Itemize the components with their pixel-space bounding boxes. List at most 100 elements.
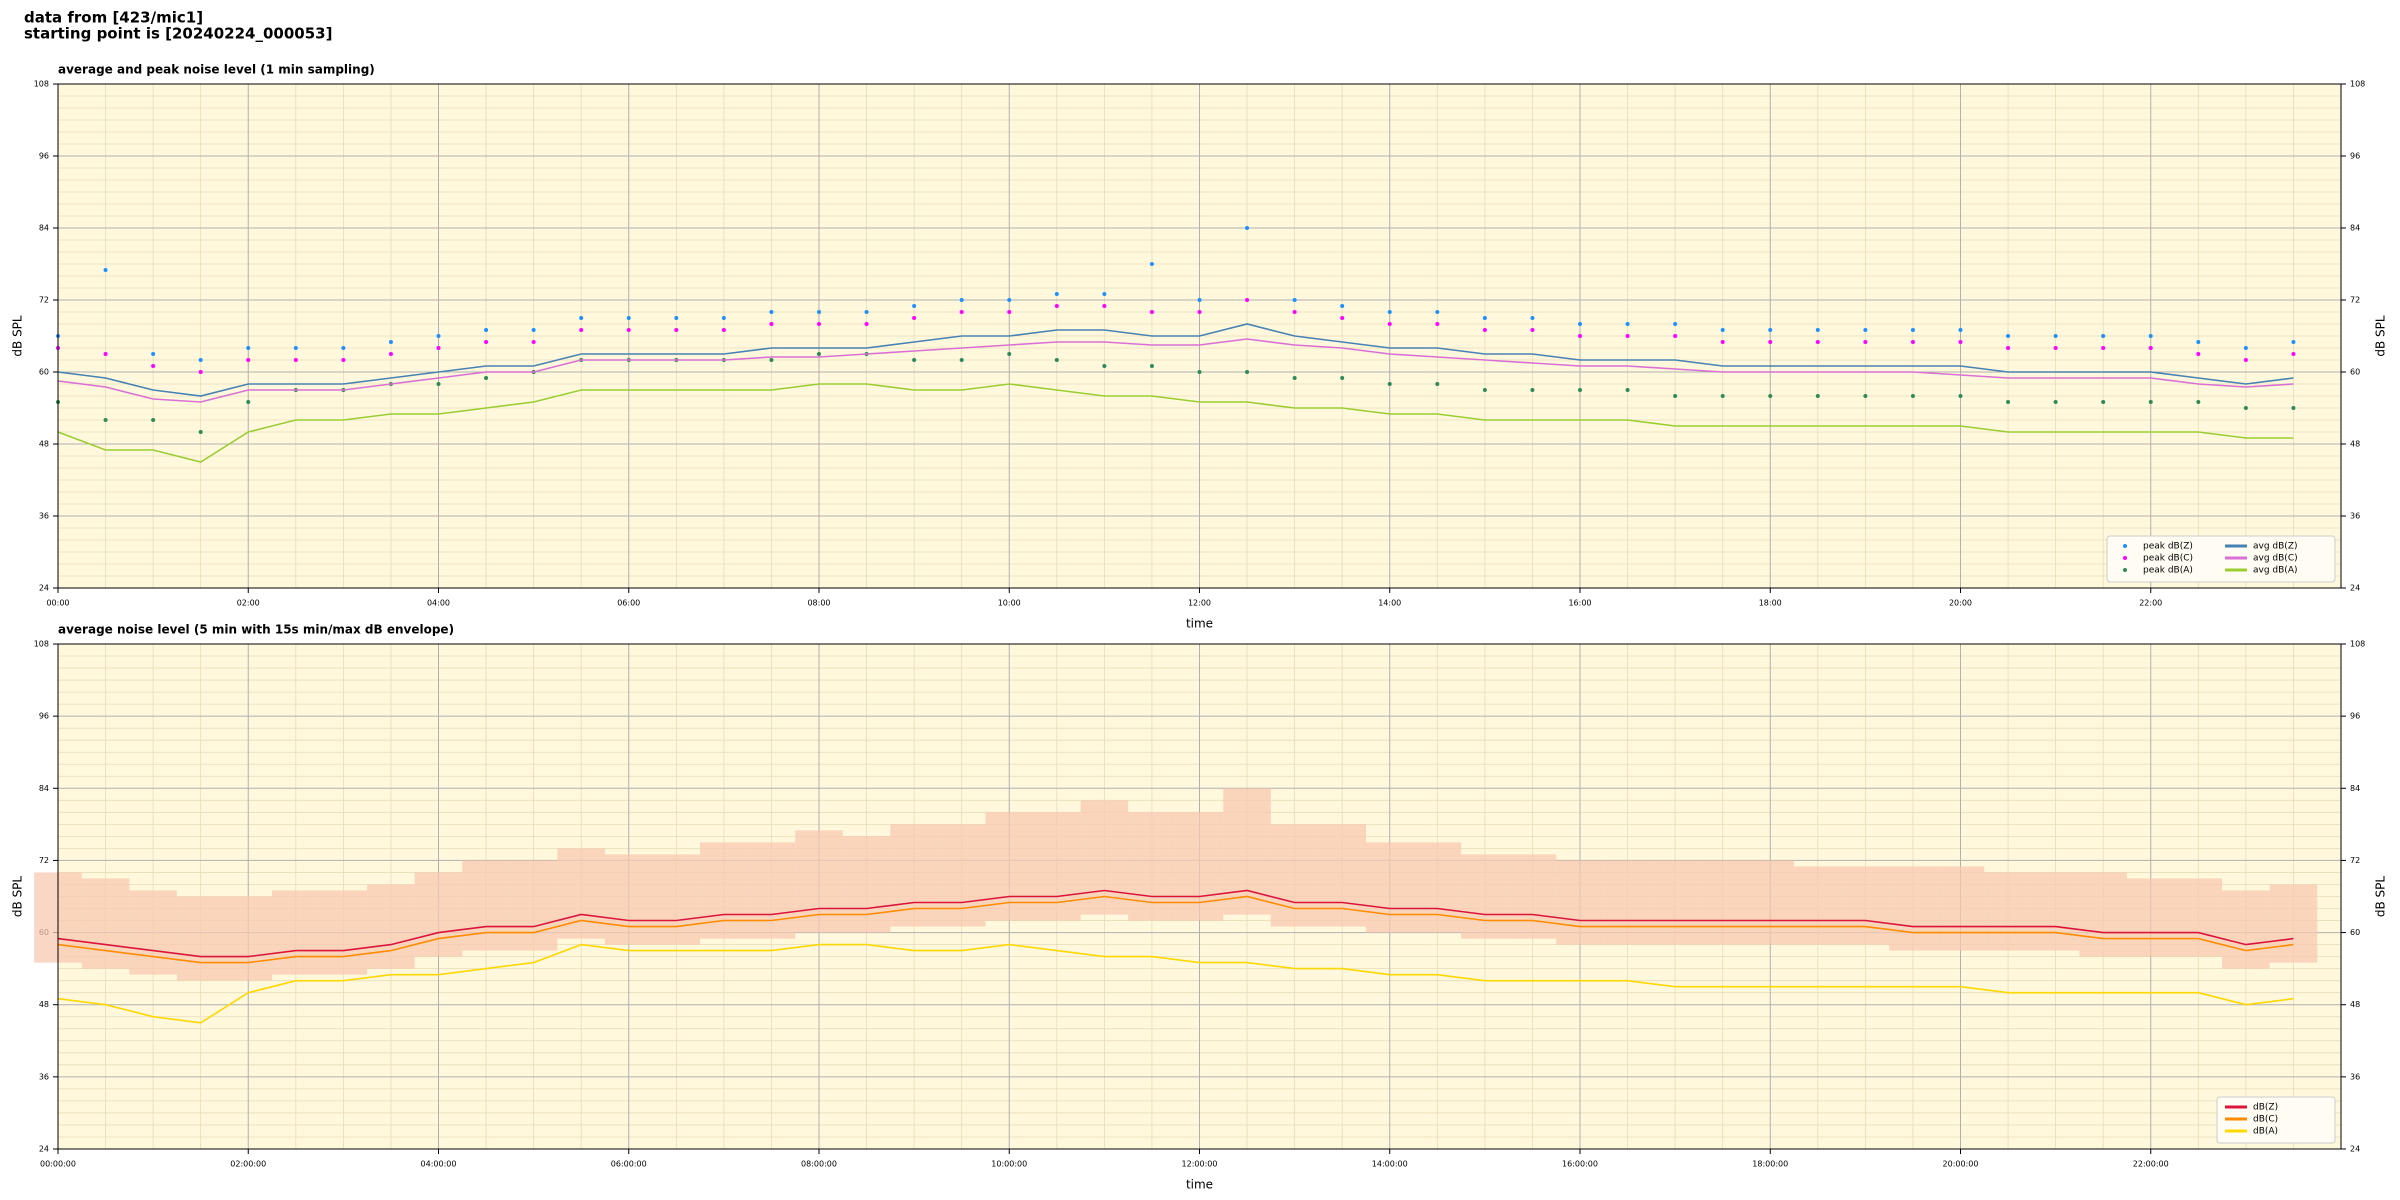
y-tick-label-right: 72 [2350, 856, 2360, 865]
peak-marker [1102, 364, 1107, 368]
envelope-bar [1746, 860, 1795, 945]
peak-marker [579, 328, 584, 332]
peak-marker [2053, 334, 2058, 338]
peak-marker [1815, 340, 1820, 344]
peak-marker [1197, 310, 1202, 314]
y-tick-label-right: 108 [2350, 640, 2365, 649]
legend-label: peak dB(A) [2143, 566, 2193, 576]
peak-marker [1482, 328, 1487, 332]
peak-marker [959, 298, 964, 302]
envelope-bar [1841, 866, 1890, 945]
peak-marker [769, 322, 774, 326]
x-axis-label: time [1186, 1178, 1213, 1192]
y-tick-label: 60 [39, 368, 49, 377]
y-tick-label-right: 108 [2350, 80, 2365, 89]
peak-marker [2148, 334, 2153, 338]
x-tick-label: 14:00:00 [1372, 1160, 1408, 1169]
legend-label: peak dB(Z) [2143, 542, 2193, 552]
peak-marker [293, 358, 298, 362]
x-tick-label: 12:00:00 [1182, 1160, 1218, 1169]
envelope-bar [2222, 890, 2270, 969]
peak-marker [2006, 400, 2011, 404]
series-line [57, 895, 2294, 964]
peak-marker [1435, 382, 1440, 386]
envelope-bar [1794, 866, 1842, 945]
peak-marker [1720, 340, 1725, 344]
peak-marker [2291, 340, 2296, 344]
envelope-bar [1413, 842, 1462, 933]
envelope-bar [747, 842, 796, 939]
envelope-bar [1128, 812, 1176, 921]
envelope-bar [1508, 854, 1557, 939]
peak-marker [1578, 388, 1582, 392]
peak-marker [1863, 394, 1868, 398]
peak-marker [817, 310, 821, 314]
peak-marker [626, 316, 631, 320]
peak-marker [2053, 400, 2058, 404]
peak-marker [1149, 262, 1154, 266]
peak-marker [341, 346, 346, 350]
envelope-bar [319, 890, 368, 975]
peak-marker [246, 400, 251, 404]
y-tick-label-right: 96 [2350, 712, 2360, 721]
legend-label: dB(Z) [2253, 1103, 2278, 1113]
peak-marker [2101, 334, 2106, 338]
peak-marker [2291, 352, 2296, 356]
envelope-bar [129, 890, 177, 975]
peak-marker [1292, 298, 1297, 302]
peak-marker [1340, 304, 1345, 308]
peak-marker [1958, 340, 1963, 344]
header-line: data from [423/mic1] [24, 9, 203, 27]
peak-marker [2291, 406, 2296, 410]
envelope-bar [2079, 872, 2127, 957]
legend-label: peak dB(C) [2143, 554, 2193, 564]
legend-label: avg dB(C) [2253, 554, 2298, 564]
peak-marker [1482, 388, 1487, 392]
envelope-bar [1889, 866, 1937, 951]
peak-marker [1482, 316, 1487, 320]
series-line [57, 383, 2294, 463]
peak-marker [1673, 322, 1678, 326]
y-axis-label: dB SPL [11, 315, 25, 357]
peak-marker [246, 358, 251, 362]
y-tick-label-right: 96 [2350, 152, 2360, 161]
envelope-bar [1080, 800, 1129, 915]
x-tick-label: 12:00 [1188, 599, 1211, 608]
peak-marker [388, 352, 393, 356]
peak-marker [2006, 346, 2011, 350]
peak-marker [769, 310, 774, 314]
peak-marker [436, 346, 441, 350]
peak-marker [579, 316, 584, 320]
y-tick-label: 36 [39, 1072, 49, 1081]
envelope-bar [509, 860, 558, 951]
peak-marker [1102, 304, 1107, 308]
x-tick-label: 16:00 [1568, 599, 1591, 608]
peak-marker [1910, 328, 1915, 332]
y-tick-label-right: 48 [2350, 1000, 2360, 1009]
peak-marker [1815, 328, 1820, 332]
peak-marker [1007, 310, 1012, 314]
legend-marker [2123, 544, 2127, 548]
peak-marker [1530, 388, 1535, 392]
envelope-bar [1651, 860, 1699, 945]
peak-marker [484, 376, 489, 380]
peak-marker [1625, 388, 1630, 392]
y-tick-label-right: 24 [2350, 1145, 2360, 1154]
y-tick-label: 36 [39, 512, 49, 521]
peak-marker [103, 352, 108, 356]
peak-marker [1578, 322, 1582, 326]
peak-marker [1102, 292, 1107, 296]
peak-marker [1387, 322, 1392, 326]
peak-marker [721, 328, 726, 332]
peak-marker [198, 370, 203, 374]
y-tick-label-right: 60 [2350, 368, 2360, 377]
chart-title: average and peak noise level (1 min samp… [58, 63, 375, 77]
x-tick-label: 00:00:00 [40, 1160, 76, 1169]
envelope-bar [700, 842, 748, 939]
peak-marker [1197, 298, 1202, 302]
peak-marker [1625, 334, 1630, 338]
peak-marker [198, 430, 203, 434]
series-line [57, 889, 2294, 958]
peak-marker [1863, 328, 1868, 332]
